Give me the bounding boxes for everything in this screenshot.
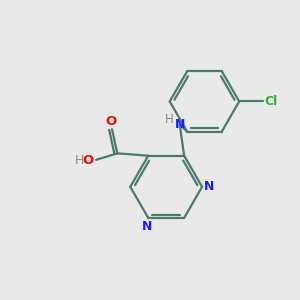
Text: Cl: Cl bbox=[264, 95, 277, 108]
Text: O: O bbox=[106, 115, 117, 128]
Text: N: N bbox=[142, 220, 152, 233]
Text: O: O bbox=[82, 154, 93, 167]
Text: H: H bbox=[165, 113, 174, 126]
Text: N: N bbox=[175, 118, 185, 131]
Text: N: N bbox=[204, 180, 215, 193]
Text: H: H bbox=[75, 154, 85, 167]
